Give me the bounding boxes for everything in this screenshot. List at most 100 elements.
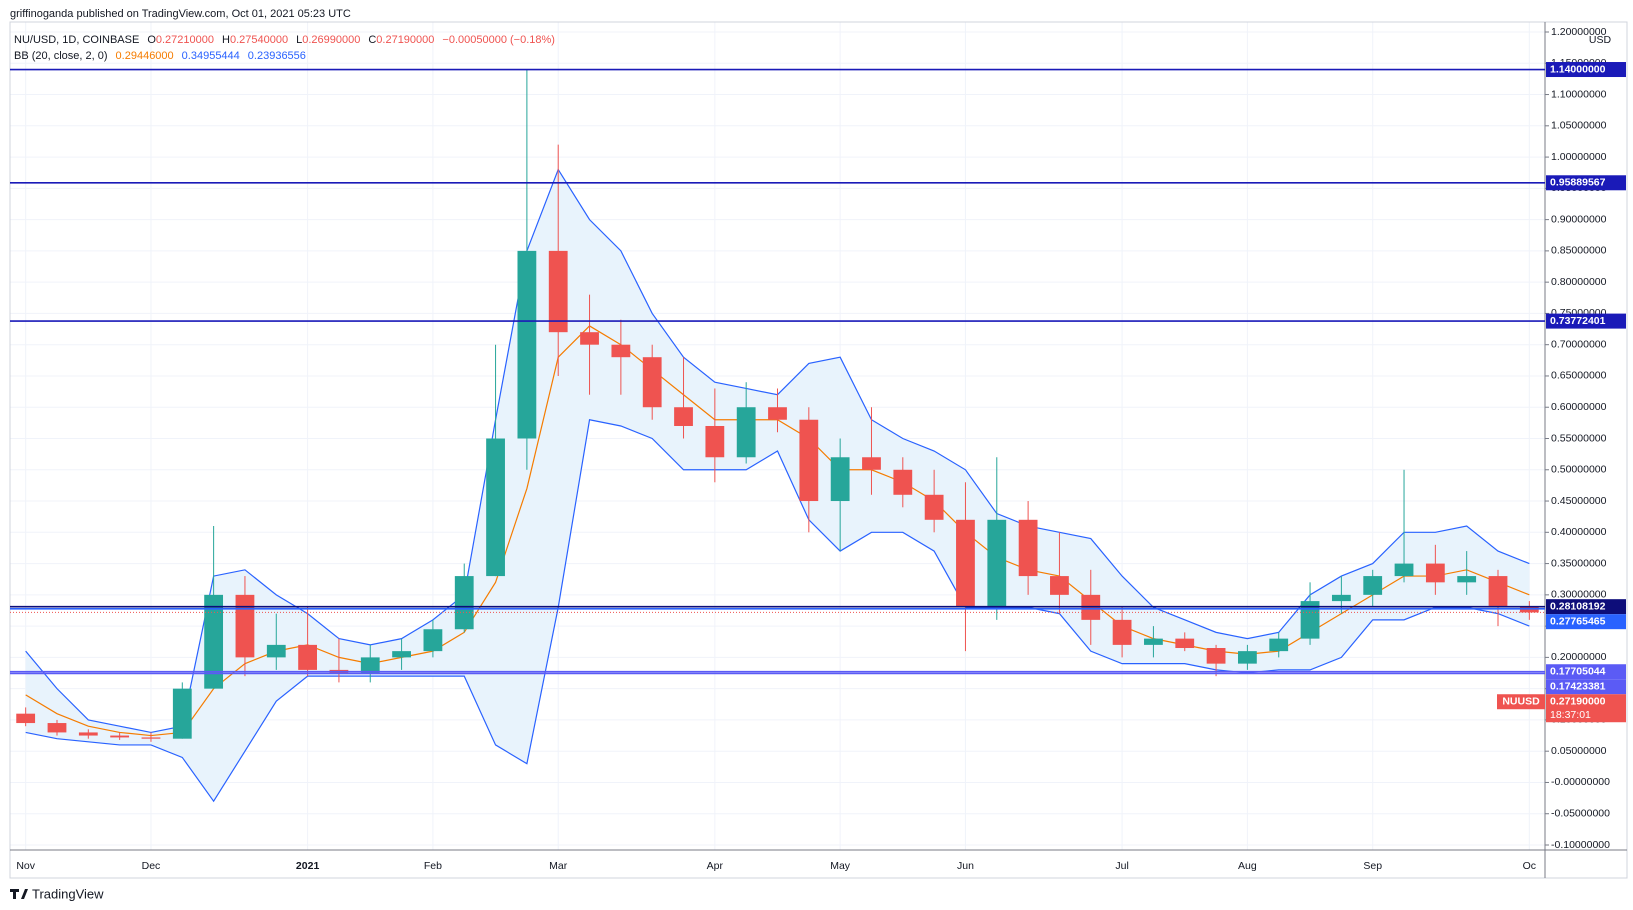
legend-key: H (222, 34, 230, 46)
x-tick-label: Dec (142, 860, 161, 872)
x-tick-label: Sep (1363, 860, 1382, 872)
y-tick-label: 0.85000000 (1551, 245, 1607, 257)
candle-body (454, 576, 474, 630)
symbol-tag-box (1497, 694, 1545, 710)
candle-body (1331, 594, 1351, 602)
legend-key: O (147, 34, 156, 46)
y-tick-label: 0.45000000 (1551, 495, 1607, 507)
x-tick-label: 2021 (296, 860, 320, 872)
candle-body (1050, 576, 1069, 595)
legend-value: 0.27540000 (230, 34, 288, 46)
candle-body (266, 644, 286, 658)
y-tick-label: 0.35000000 (1551, 557, 1607, 569)
y-tick-label: 0.80000000 (1551, 276, 1607, 288)
candle-body (736, 407, 756, 458)
level-label: 0.95889567 (1550, 177, 1606, 189)
candle-body (1300, 601, 1320, 639)
level-label: 1.14000000 (1550, 63, 1606, 75)
candle-body (517, 250, 537, 439)
x-tick-label: Oc (1523, 860, 1536, 872)
candle-body (1018, 519, 1038, 577)
candle-body (830, 457, 850, 502)
y-tick-label: 0.65000000 (1551, 370, 1607, 382)
level-label: 0.27765465 (1550, 615, 1606, 627)
candle-body (862, 457, 881, 470)
y-tick-label: 1.20000000 (1551, 26, 1607, 38)
candle-body (486, 438, 505, 577)
candle-body (548, 250, 568, 333)
candle-body (799, 419, 819, 502)
indicator-value: 0.29446000 (116, 50, 174, 62)
y-tick-label: -0.10000000 (1551, 839, 1610, 851)
footer-logo: TradingView (10, 886, 104, 901)
x-tick-label: Nov (16, 860, 35, 872)
plot-area (10, 22, 1545, 850)
countdown: 18:37:01 (1550, 709, 1591, 721)
level-box (1546, 313, 1626, 329)
candle-body (78, 732, 98, 736)
y-tick-label: 0.20000000 (1551, 651, 1607, 663)
candle-body (1363, 576, 1383, 595)
candle-body (423, 629, 443, 652)
candle-body (1238, 651, 1257, 664)
legend-line: NU/USD, 1D, COINBASE O0.27210000 H0.275400… (14, 34, 555, 46)
last-price-box (1546, 694, 1626, 723)
legend-value: 0.27190000 (376, 34, 434, 46)
level-label: 0.28108192 (1550, 600, 1606, 612)
candle-body (1488, 576, 1508, 608)
chart-frame (9, 21, 1628, 879)
candle-body (1519, 607, 1539, 613)
candle-body (298, 644, 317, 670)
candle-body (987, 519, 1007, 608)
candle-body (204, 594, 224, 689)
candle-body (360, 657, 380, 674)
candle-body (580, 332, 599, 345)
level-box (1546, 62, 1626, 78)
indicator-value: 0.34955444 (182, 50, 240, 62)
candle-body (1457, 576, 1477, 583)
candle-body (392, 651, 411, 658)
last-price-label: 0.27190000 (1550, 696, 1606, 708)
x-tick-label: May (830, 860, 851, 872)
y-tick-label: 1.10000000 (1551, 88, 1607, 100)
byline: griffinoganda published on TradingView.c… (10, 8, 351, 20)
y-tick-label: 0.70000000 (1551, 338, 1607, 350)
candle-body (674, 407, 693, 426)
y-tick-label: -0.05000000 (1551, 808, 1610, 820)
y-tick-label: 0.55000000 (1551, 432, 1607, 444)
x-tick-label: Mar (549, 860, 568, 872)
candle-body (16, 713, 36, 724)
y-tick-label: 1.00000000 (1551, 151, 1607, 163)
candle-body (1394, 563, 1414, 577)
level-label: 0.73772401 (1550, 315, 1606, 327)
level-box (1546, 679, 1626, 695)
candle-body (1269, 638, 1289, 652)
y-tick-label: 0.30000000 (1551, 589, 1607, 601)
legend-key: L (296, 34, 302, 46)
candle-body (642, 357, 662, 408)
x-tick-label: Apr (707, 860, 724, 872)
legend-symbol: NU/USD, 1D, COINBASE (14, 34, 139, 46)
level-label: 0.17705044 (1550, 666, 1606, 678)
candle-body (1112, 619, 1132, 645)
y-tick-label: 0.05000000 (1551, 745, 1607, 757)
legend-change: −0.00050000 (−0.18%) (442, 34, 555, 46)
candle-body (47, 723, 67, 733)
candle-body (956, 519, 975, 608)
level-box (1546, 599, 1626, 615)
x-tick-label: Aug (1238, 860, 1257, 872)
brand: TradingView (32, 886, 104, 901)
candle-body (705, 425, 725, 458)
y-unit: USD (1589, 34, 1612, 46)
x-tick-label: Feb (424, 860, 442, 872)
legend-line: BB (20, close, 2, 0) 0.29446000 0.34955444… (14, 50, 306, 62)
legend-key: C (368, 34, 376, 46)
candle-body (924, 494, 944, 520)
y-tick-label: 0.40000000 (1551, 526, 1607, 538)
indicator-value: 0.23936556 (248, 50, 306, 62)
candle-body (611, 344, 631, 358)
candle-body (893, 469, 913, 495)
candle-body (172, 688, 192, 739)
x-tick-label: Jun (957, 860, 974, 872)
